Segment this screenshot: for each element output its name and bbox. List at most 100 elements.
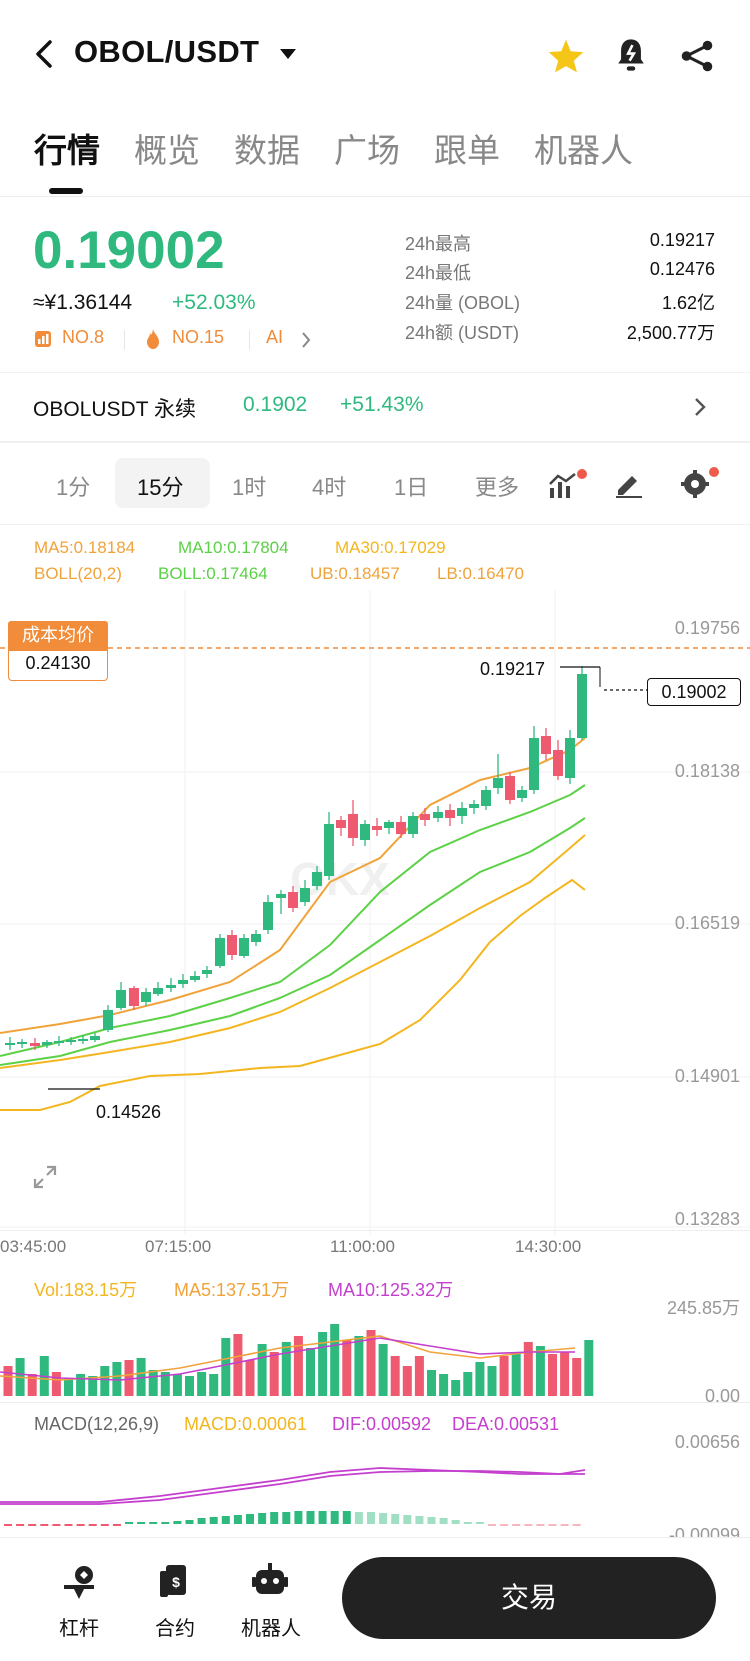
volume-bar — [257, 1344, 267, 1396]
interval-active-bg — [115, 458, 210, 508]
volume-bar — [51, 1372, 61, 1396]
chevron-right-icon[interactable] — [300, 331, 312, 349]
trade-button[interactable]: 交易 — [342, 1557, 716, 1639]
candle-body — [190, 976, 200, 980]
volume-legend: Vol:183.15万 — [34, 1280, 138, 1300]
dropdown-caret-icon[interactable] — [279, 48, 297, 60]
ma30-legend: MA30:0.17029 — [335, 538, 446, 557]
interval-1d[interactable]: 1日 — [394, 475, 429, 500]
fullscreen-expand-icon[interactable] — [32, 1164, 58, 1190]
ma10-line — [0, 784, 586, 1057]
tab-data[interactable]: 数据 — [234, 131, 300, 170]
candle-body — [372, 826, 382, 830]
stat-value: 2,500.77万 — [626, 323, 715, 343]
star-icon[interactable] — [547, 38, 585, 74]
boll-ub-legend: UB:0.18457 — [310, 564, 400, 583]
volume-bar — [427, 1370, 436, 1396]
tab-bots[interactable]: 机器人 — [534, 131, 633, 170]
volume-bar — [354, 1336, 364, 1396]
rank-badge-1[interactable]: NO.8 — [62, 327, 105, 347]
macd-histogram-bar — [439, 1518, 448, 1524]
perpetual-name: OBOLUSDT 永续 — [33, 398, 196, 421]
macd-histogram-bar — [536, 1524, 545, 1526]
ai-badge[interactable]: AI — [266, 327, 284, 347]
macd-dif-line — [0, 1467, 586, 1503]
macd-histogram-bar — [161, 1522, 170, 1524]
boll-lb-legend: LB:0.16470 — [437, 564, 524, 583]
contract-icon[interactable]: $ — [156, 1563, 192, 1601]
candle-body — [30, 1043, 40, 1046]
candle-body — [408, 816, 418, 834]
share-icon[interactable] — [679, 38, 715, 74]
tab-market[interactable]: 行情 — [34, 131, 100, 170]
candlestick-chart[interactable]: OKX — [0, 590, 750, 1235]
tab-overview[interactable]: 概览 — [134, 131, 200, 170]
volume-bar — [3, 1366, 13, 1396]
bot-label[interactable]: 机器人 — [241, 1616, 301, 1640]
macd-histogram-bar — [28, 1524, 37, 1526]
candle-body — [420, 814, 430, 820]
tab-copy-trading[interactable]: 跟单 — [434, 131, 500, 170]
volume-bar — [560, 1352, 570, 1396]
candle-body — [324, 824, 334, 876]
leverage-icon[interactable] — [60, 1563, 98, 1601]
alert-bell-icon[interactable] — [614, 36, 648, 74]
main-tabs: 行情 概览 数据 广场 跟单 机器人 — [34, 124, 667, 172]
time-axis-label: 11:00:00 — [330, 1237, 395, 1256]
interval-15m[interactable]: 15分 — [137, 475, 184, 500]
volume-bar — [330, 1324, 340, 1396]
draw-pen-icon[interactable] — [614, 470, 644, 498]
divider — [0, 1230, 750, 1231]
settings-gear-icon[interactable] — [680, 466, 720, 500]
price-axis-label: 0.13283 — [674, 1209, 740, 1229]
chevron-right-icon[interactable] — [693, 396, 707, 418]
rank-badge-2[interactable]: NO.15 — [172, 327, 225, 347]
stat-value: 0.19217 — [649, 230, 715, 250]
candle-body — [505, 776, 515, 800]
volume-bar — [245, 1360, 255, 1396]
interval-more[interactable]: 更多 — [475, 475, 520, 500]
volume-ma5-legend: MA5:137.51万 — [174, 1280, 290, 1300]
tab-square[interactable]: 广场 — [334, 131, 400, 170]
fire-icon — [147, 329, 159, 349]
macd-histogram-bar — [64, 1524, 73, 1526]
macd-histogram-bar — [76, 1524, 85, 1526]
back-icon[interactable] — [30, 38, 58, 70]
robot-icon[interactable] — [252, 1561, 288, 1599]
candle-body — [541, 736, 551, 754]
interval-1h[interactable]: 1时 — [232, 475, 267, 500]
volume-bar — [76, 1374, 86, 1396]
indicators-icon[interactable] — [548, 468, 588, 500]
volume-ma10-line — [0, 1337, 575, 1381]
divider — [0, 196, 750, 197]
macd-histogram-bar — [100, 1524, 109, 1526]
macd-histogram-bar — [125, 1522, 133, 1524]
leverage-label[interactable]: 杠杆 — [59, 1616, 99, 1640]
candle-body — [396, 822, 406, 834]
candle-body — [469, 804, 479, 808]
pair-title[interactable]: OBOL/USDT — [74, 34, 260, 69]
volume-bar — [197, 1372, 207, 1396]
macd-histogram-bar — [415, 1516, 424, 1524]
perpetual-price: 0.1902 — [243, 393, 308, 416]
volume-bar — [148, 1370, 158, 1396]
interval-4h[interactable]: 4时 — [312, 475, 347, 500]
volume-bar — [402, 1366, 412, 1396]
last-price-tag: 0.19002 — [647, 678, 741, 706]
volume-bar — [185, 1376, 194, 1396]
candle-body — [153, 988, 163, 994]
ma30-line — [0, 834, 586, 1069]
macd-histogram-bar — [330, 1511, 339, 1524]
macd-histogram-bar — [451, 1520, 460, 1524]
contract-label[interactable]: 合约 — [155, 1616, 195, 1640]
cost-average-value: 0.24130 — [25, 653, 91, 673]
macd-value: MACD:0.00061 — [184, 1414, 308, 1434]
interval-1m[interactable]: 1分 — [56, 475, 91, 500]
stat-label: 24h最高 — [405, 234, 472, 254]
volume-bar — [366, 1330, 376, 1396]
macd-histogram-bar — [548, 1524, 557, 1526]
volume-bar — [269, 1352, 279, 1396]
volume-bar — [112, 1362, 122, 1396]
candle-body — [215, 938, 225, 966]
volume-bar — [390, 1356, 400, 1396]
